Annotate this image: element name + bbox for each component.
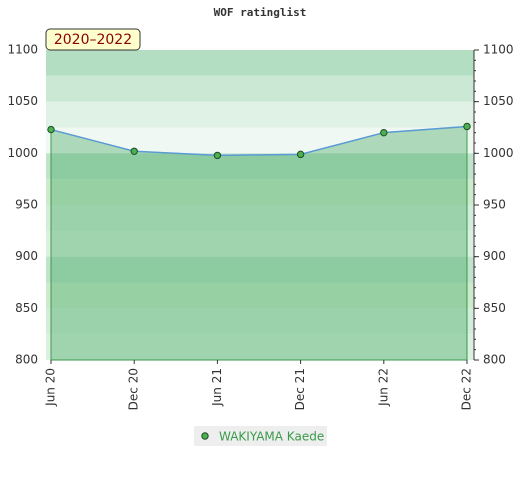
y2-tick-label: 1100: [483, 43, 514, 57]
y-tick-label: 950: [15, 198, 38, 212]
point: [47, 125, 55, 134]
y2-tick-label: 900: [483, 249, 506, 263]
x-tick-label: Jun 20: [44, 368, 58, 407]
y2-tick-label: 850: [483, 301, 506, 315]
y2-tick-label: 1050: [483, 94, 514, 108]
x-tick-label: Dec 22: [460, 368, 474, 410]
y-tick-label: 1100: [7, 43, 38, 57]
background-band: [46, 256, 474, 283]
period-box: [45, 28, 141, 51]
x-tick-label: Dec 20: [127, 368, 141, 410]
legend-marker: [201, 432, 209, 440]
background-band: [46, 153, 474, 180]
point: [213, 151, 222, 160]
background-band: [46, 205, 474, 231]
y2-tick-label: 950: [483, 198, 506, 212]
y-tick-label: 900: [15, 249, 38, 263]
background-band: [46, 75, 474, 102]
y-tick-label: 850: [15, 301, 38, 315]
legend-box: [194, 426, 327, 446]
plot-area: [46, 50, 474, 361]
background-band: [46, 282, 474, 309]
y-tick-label: 800: [15, 353, 38, 367]
area: [50, 125, 468, 361]
x-tick-label: Jun 22: [376, 368, 390, 407]
background-band: [46, 230, 474, 257]
line: [50, 125, 468, 157]
point: [463, 122, 471, 131]
point: [296, 150, 305, 159]
background-band: [46, 334, 474, 360]
y-tick-label: 1000: [7, 146, 38, 160]
period-label: 2020–2022: [54, 32, 132, 48]
y2-tick-label: 800: [483, 353, 506, 367]
legend-label: WAKIYAMA Kaede: [219, 430, 324, 444]
chart-title: WOF ratinglist: [214, 6, 307, 19]
point: [380, 128, 388, 137]
x-tick-label: Jun 21: [210, 368, 224, 407]
point: [130, 147, 138, 155]
background-band: [46, 50, 474, 76]
background-band: [46, 101, 474, 128]
y-tick-label: 1050: [7, 94, 38, 108]
background-band: [46, 179, 474, 205]
y2-tick-label: 1000: [483, 146, 514, 160]
background-band: [46, 308, 474, 335]
x-tick-label: Dec 21: [293, 368, 307, 410]
